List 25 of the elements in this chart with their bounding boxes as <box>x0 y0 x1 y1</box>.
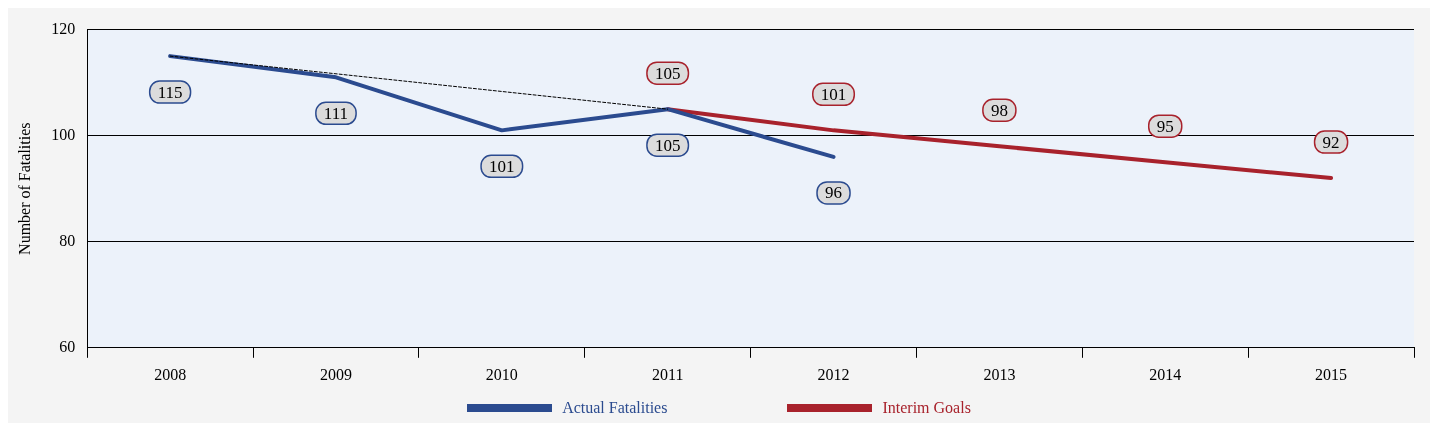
y-tick-label: 100 <box>51 125 76 143</box>
data-label: 105 <box>654 135 681 155</box>
x-tick-label: 2011 <box>651 365 684 383</box>
data-label: 92 <box>1322 132 1340 152</box>
x-tick-label: 2009 <box>319 365 352 383</box>
data-label: 111 <box>323 103 349 123</box>
data-label: 95 <box>1156 116 1174 136</box>
x-tick-label: 2015 <box>1315 365 1348 383</box>
data-label: 96 <box>825 183 843 203</box>
data-label: 101 <box>489 156 515 176</box>
text: Interim Goals <box>882 399 971 417</box>
y-tick-label: 60 <box>59 338 76 355</box>
data-label: 98 <box>990 100 1008 120</box>
x-tick-label: 2008 <box>154 365 187 383</box>
x-tick-label: 2010 <box>485 365 518 383</box>
x-tick-label: 2013 <box>983 365 1016 383</box>
y-tick-label: 120 <box>51 19 76 37</box>
text: Actual Fatalities <box>562 399 668 417</box>
data-label: 105 <box>654 63 681 83</box>
y-axis-title: Number of Fatalities <box>15 122 33 255</box>
data-label: 115 <box>157 82 183 102</box>
y-tick-label: 80 <box>59 231 76 249</box>
x-tick-label: 2012 <box>817 365 850 383</box>
data-label: 101 <box>820 84 847 104</box>
x-tick-label: 2014 <box>1149 365 1182 383</box>
